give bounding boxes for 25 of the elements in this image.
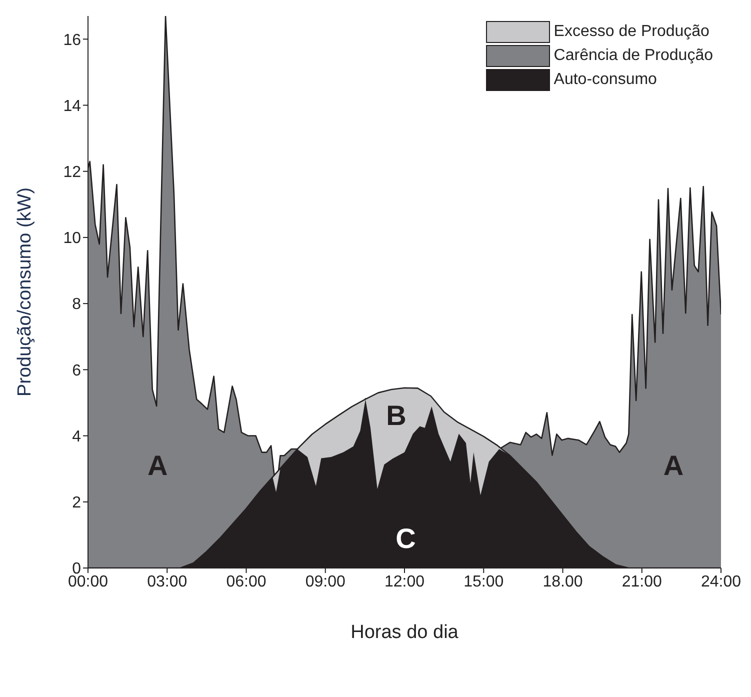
x-tick-label: 24:00: [700, 573, 742, 590]
y-tick-label: 8: [72, 296, 82, 314]
annotation: C: [396, 523, 416, 554]
y-tick-label: 10: [63, 230, 82, 248]
x-tick-label: 06:00: [226, 573, 266, 590]
legend-label: Excesso de Produção: [554, 23, 710, 41]
legend-label: Carência de Produção: [554, 47, 713, 65]
x-tick-label: 03:00: [147, 573, 188, 590]
y-tick-label: 12: [63, 164, 82, 182]
annotation: B: [386, 400, 406, 432]
x-tick-label: 21:00: [622, 573, 662, 590]
y-tick-label: 16: [63, 32, 82, 49]
x-tick-label: 18.00: [542, 573, 583, 590]
y-axis-title: Produção/consumo (kW): [14, 187, 36, 397]
y-tick-label: 2: [72, 494, 82, 512]
y-tick-label: 4: [72, 428, 82, 446]
x-tick-label: 15:00: [464, 573, 504, 590]
x-tick-label: 12:00: [384, 573, 425, 590]
legend-label: Auto-consumo: [554, 71, 657, 89]
y-tick-label: 14: [63, 98, 82, 115]
x-tick-label: 09:00: [305, 573, 346, 590]
y-tick-label: 6: [72, 362, 82, 380]
x-axis-title: Horas do dia: [350, 622, 459, 643]
annotation: A: [663, 450, 684, 481]
annotation: A: [148, 450, 168, 481]
